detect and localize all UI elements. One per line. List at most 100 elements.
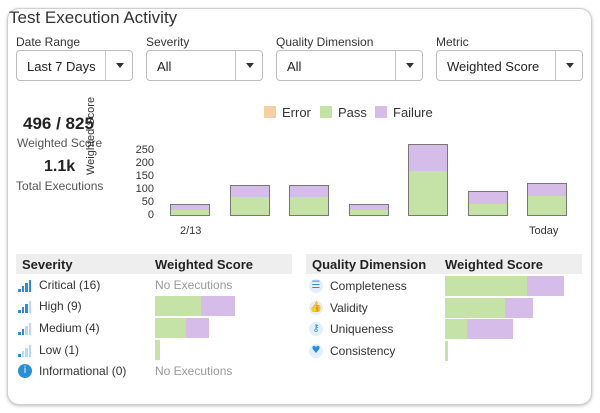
pass-segment <box>445 319 467 339</box>
legend-failure-swatch <box>375 106 387 118</box>
bar-failure-segment <box>468 192 507 204</box>
legend-error-swatch <box>264 106 276 118</box>
quality-column-header: Quality Dimension <box>312 257 427 272</box>
metric-select[interactable]: Weighted Score <box>436 50 583 81</box>
total-executions-value: 1.1k <box>44 158 76 175</box>
y-tick-label: 250 <box>135 143 154 156</box>
chevron-down-icon[interactable] <box>235 51 262 80</box>
severity-row-label: Informational (0) <box>39 364 127 378</box>
pass-segment <box>445 298 506 318</box>
legend-failure-label: Failure <box>393 105 433 120</box>
failure-segment <box>186 318 209 338</box>
metric-value: Weighted Score <box>447 59 540 74</box>
bar-pass-segment <box>230 195 269 215</box>
bar-7 <box>527 183 567 216</box>
y-tick-label: 150 <box>135 169 154 182</box>
severity-score-column-header: Weighted Score <box>155 257 254 272</box>
chevron-down-icon[interactable] <box>105 51 132 80</box>
pass-segment <box>445 276 528 296</box>
severity-row-label: Low (1) <box>39 343 80 357</box>
quality-dimension-select[interactable]: All <box>276 50 423 81</box>
bar-failure-segment <box>230 185 269 198</box>
quality-table-header: Quality Dimension Weighted Score <box>306 254 582 274</box>
signal-bar <box>21 307 24 313</box>
bar-failure-segment <box>409 145 447 172</box>
severity-select[interactable]: All <box>146 50 263 81</box>
bar-6 <box>467 191 508 216</box>
total-executions-label: Total Executions <box>16 179 104 193</box>
weighted-score-bar <box>445 276 565 296</box>
signal-bar <box>21 351 24 357</box>
metric-label: Metric <box>436 35 469 49</box>
date-range-value: Last 7 Days <box>27 59 96 74</box>
bar-4 <box>348 204 389 216</box>
weighted-score-bar <box>445 341 448 361</box>
y-tick-label: 50 <box>141 195 154 208</box>
signal-bar <box>21 286 24 292</box>
signal-bar <box>25 326 28 335</box>
y-tick-label: 200 <box>135 156 154 169</box>
signal-bar <box>21 329 24 335</box>
severity-table-header: Severity Weighted Score <box>16 254 292 274</box>
pass-segment <box>155 318 187 338</box>
failure-segment <box>200 296 236 316</box>
weighted-score-value: 496 / 825 <box>23 114 94 133</box>
bar-1 <box>170 204 210 216</box>
pass-segment <box>445 341 448 361</box>
date-range-select[interactable]: Last 7 Days <box>16 50 133 81</box>
signal-2-icon <box>18 321 32 335</box>
weighted-score-bar <box>155 296 236 316</box>
bar-failure-segment <box>171 205 209 211</box>
heartbeat-icon: ♥ <box>309 344 323 358</box>
signal-bar <box>28 301 31 313</box>
legend-pass-swatch <box>320 106 332 118</box>
signal-bar <box>28 345 31 357</box>
bar-failure-segment <box>528 184 566 197</box>
x-tick-label: Today <box>529 225 559 237</box>
signal-1-icon <box>18 343 32 357</box>
quality-dimension-label: Quality Dimension <box>276 35 374 49</box>
legend-error-label: Error <box>282 105 311 120</box>
severity-value: All <box>157 59 172 74</box>
pass-segment <box>155 296 201 316</box>
signal-bar <box>25 283 28 292</box>
chevron-down-icon[interactable] <box>555 51 582 80</box>
no-executions-text: No Executions <box>155 364 233 378</box>
weighted-score-label: Weighted Score <box>17 136 103 150</box>
quality-row-label: Completeness <box>330 279 407 293</box>
signal-bar <box>18 332 21 335</box>
y-tick-label: 0 <box>147 209 154 221</box>
bar-3 <box>289 184 329 216</box>
signal-bar <box>28 280 31 292</box>
no-executions-text: No Executions <box>155 278 233 292</box>
quality-row-label: Uniqueness <box>330 322 394 336</box>
key-icon: ⚷ <box>309 322 323 336</box>
chevron-down-icon[interactable] <box>395 51 422 80</box>
quality-dimension-value: All <box>287 59 302 74</box>
quality-row-label: Consistency <box>330 344 396 358</box>
weighted-score-bar <box>155 340 160 360</box>
failure-segment <box>466 319 514 339</box>
weighted-score-bar <box>155 318 209 338</box>
signal-bar <box>18 310 21 313</box>
severity-column-header: Severity <box>22 257 73 272</box>
y-tick-label: 100 <box>135 182 154 195</box>
bar-failure-segment <box>290 185 328 198</box>
quality-row-label: Validity <box>330 301 368 315</box>
weighted-score-bar <box>445 298 533 318</box>
info-icon: i <box>18 364 32 378</box>
severity-row-label: Critical (16) <box>39 278 101 292</box>
failure-segment <box>527 276 565 296</box>
signal-bar <box>25 304 28 313</box>
severity-row-label: High (9) <box>39 299 82 313</box>
checklist-icon: ☰ <box>309 279 323 293</box>
pass-segment <box>155 340 160 360</box>
signal-bar <box>18 289 21 292</box>
quality-score-column-header: Weighted Score <box>445 257 544 272</box>
signal-bar <box>25 348 28 357</box>
severity-label: Severity <box>146 35 190 49</box>
signal-bar <box>28 323 31 335</box>
bar-pass-segment <box>290 195 328 215</box>
legend-pass-label: Pass <box>338 105 367 120</box>
card-title: Test Execution Activity <box>9 8 178 27</box>
